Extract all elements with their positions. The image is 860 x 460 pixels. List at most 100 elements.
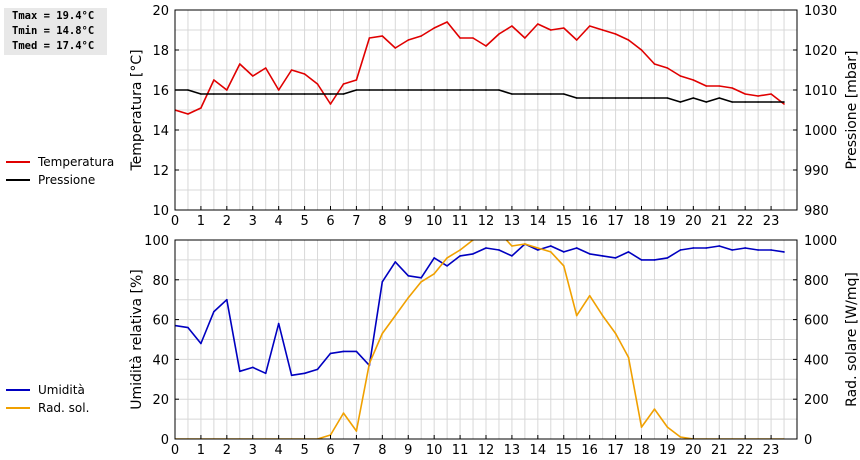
data-point	[511, 93, 513, 95]
y-tick-label-left: 10	[152, 204, 169, 219]
x-tick-label: 6	[326, 214, 334, 229]
data-point	[601, 97, 604, 99]
data-point	[420, 89, 423, 91]
x-tick-label: 6	[326, 443, 334, 458]
data-point	[200, 342, 202, 345]
y-tick-label-left: 18	[152, 44, 169, 59]
chart-panel-1: 0 1 2 3 4 5 6 7 8 9 10 11 12 13 14 15 16 17 18 19 20 21 22 2302…	[129, 231, 860, 458]
x-tick-label: 1	[197, 443, 205, 458]
x-tick-label: 8	[378, 443, 386, 458]
y-tick-label-left: 20	[152, 393, 169, 408]
y-tick-label-right: 0	[804, 433, 812, 448]
data-point	[705, 101, 708, 103]
legend-bottom: Umidità Rad. sol.	[6, 381, 89, 417]
x-tick-label: 22	[737, 443, 754, 458]
data-point	[653, 97, 656, 99]
x-tick-label: 9	[404, 443, 412, 458]
data-point	[459, 37, 461, 39]
data-point	[718, 245, 721, 247]
data-point	[472, 253, 474, 255]
x-tick-label: 0	[171, 443, 179, 458]
x-tick-label: 21	[711, 214, 728, 229]
x-tick-label: 23	[763, 214, 780, 229]
x-tick-label: 18	[633, 443, 650, 458]
data-point	[783, 101, 785, 103]
data-point	[407, 89, 410, 91]
x-tick-label: 19	[659, 214, 676, 229]
data-point	[407, 39, 410, 41]
y-tick-label-left: 20	[152, 4, 169, 19]
data-point	[316, 83, 319, 85]
data-point	[200, 93, 202, 95]
y-tick-label-left: 0	[161, 433, 169, 448]
data-point	[407, 296, 410, 299]
data-point	[277, 93, 280, 95]
data-point	[381, 280, 384, 283]
data-point	[575, 39, 578, 41]
x-tick-label: 4	[275, 443, 283, 458]
data-point	[640, 49, 643, 51]
x-tick-label: 5	[300, 214, 308, 229]
legend-label-radiazione: Rad. sol.	[38, 401, 90, 415]
data-point	[653, 259, 656, 261]
y-axis-title-left: Umidità relativa [%]	[129, 269, 145, 410]
x-tick-label: 12	[478, 214, 495, 229]
data-point	[187, 326, 189, 329]
x-tick-label: 18	[633, 214, 650, 229]
y-tick-label-left: 40	[152, 353, 169, 368]
x-tick-label: 13	[504, 214, 521, 229]
series-group	[175, 21, 785, 115]
data-point	[213, 79, 215, 81]
x-tick-label: 1	[197, 214, 205, 229]
data-point	[381, 89, 384, 91]
data-point	[420, 280, 423, 283]
data-point	[329, 93, 332, 95]
data-point	[264, 372, 267, 375]
y-tick-label-right: 400	[804, 353, 829, 368]
legend-item-temperatura: Temperatura	[6, 153, 114, 171]
data-point	[498, 231, 500, 233]
data-point	[640, 259, 643, 261]
x-tick-label: 8	[378, 214, 386, 229]
data-point	[718, 85, 721, 87]
data-point	[692, 97, 695, 99]
y-tick-label-right: 600	[804, 314, 829, 329]
data-point	[770, 249, 772, 251]
y-tick-label-right: 1020	[804, 44, 837, 59]
legend-swatch-temperatura	[6, 161, 30, 163]
data-point	[627, 251, 630, 253]
data-point	[368, 362, 371, 365]
x-tick-label: 16	[581, 443, 598, 458]
x-tick-label: 9	[404, 214, 412, 229]
x-tick-label: 3	[249, 443, 257, 458]
data-point	[355, 79, 358, 81]
series-line-rad-sol	[175, 240, 784, 439]
data-point	[549, 93, 552, 95]
data-point	[601, 255, 604, 257]
data-point	[757, 101, 759, 103]
data-point	[394, 261, 397, 263]
y-tick-label-right: 200	[804, 393, 829, 408]
legend-swatch-umidita	[6, 389, 30, 391]
x-tick-label: 23	[763, 443, 780, 458]
data-point	[368, 89, 371, 91]
data-point	[679, 249, 682, 251]
data-point	[277, 322, 280, 325]
data-point	[251, 366, 254, 369]
data-point	[679, 75, 682, 77]
y-tick-label-right: 1030	[804, 4, 837, 19]
data-point	[251, 75, 254, 77]
data-point	[446, 265, 448, 267]
data-point	[783, 251, 785, 253]
data-point	[394, 314, 397, 317]
data-point	[238, 370, 241, 373]
y-tick-label-left: 60	[152, 314, 169, 329]
data-point	[549, 251, 552, 253]
data-point	[226, 93, 228, 95]
data-point	[264, 67, 267, 69]
series-line-temperatura	[175, 21, 785, 115]
data-point	[537, 247, 539, 249]
x-tick-label: 4	[275, 214, 283, 229]
stats-tmax: Tmax = 19.4°C	[12, 10, 95, 22]
data-point	[511, 255, 513, 257]
